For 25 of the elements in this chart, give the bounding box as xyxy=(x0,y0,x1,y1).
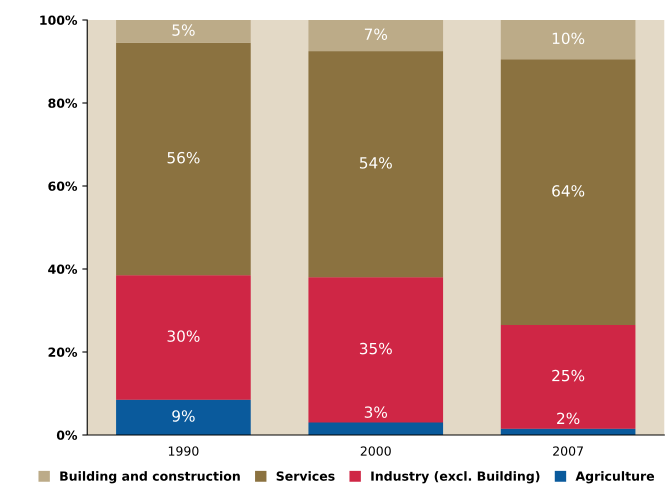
data-label: 35% xyxy=(360,342,392,354)
legend-label: Services xyxy=(276,471,335,481)
data-label: 5% xyxy=(172,24,195,36)
y-tick-label: 100% xyxy=(40,15,78,25)
y-tick-label: 20% xyxy=(48,347,78,357)
data-label: 56% xyxy=(168,152,200,164)
data-label: 9% xyxy=(172,410,195,422)
data-label: 3% xyxy=(364,406,388,418)
y-tick-label: 40% xyxy=(48,264,78,274)
data-label: 64% xyxy=(552,185,584,197)
data-label: 2% xyxy=(557,412,580,424)
legend-label: Building and construction xyxy=(60,471,240,484)
data-label: 30% xyxy=(168,330,200,342)
y-tick-label: 60% xyxy=(48,181,78,191)
y-tick-label: 80% xyxy=(48,98,78,108)
x-tick-label: 1990 xyxy=(168,446,198,456)
data-label: 10% xyxy=(552,32,584,44)
data-label: 54% xyxy=(360,157,392,169)
y-tick-label: 0% xyxy=(56,430,78,440)
data-label: 25% xyxy=(552,370,584,382)
x-tick-label: 2000 xyxy=(360,446,391,456)
x-tick-label: 2007 xyxy=(553,446,583,456)
data-label: 7% xyxy=(364,28,388,40)
legend-label: Industry (excl. Building) xyxy=(371,471,540,484)
legend-label: Agriculture xyxy=(576,471,654,484)
